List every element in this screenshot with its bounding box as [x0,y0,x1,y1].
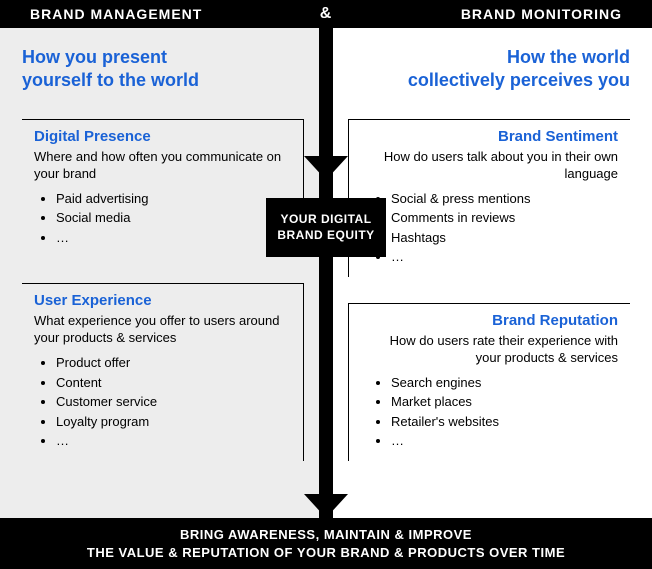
right-headline-l1: How the world [507,47,630,67]
right-headline-l2: collectively perceives you [408,70,630,90]
top-left-label: BRAND MANAGEMENT [30,6,202,22]
list-item: Content [56,373,291,393]
block-title: Brand Sentiment [361,128,618,145]
block-desc: What experience you offer to users aroun… [34,313,291,347]
list-item: Search engines [391,373,618,393]
block-brand-sentiment: Brand Sentiment How do users talk about … [348,119,630,277]
list-item: … [56,431,291,451]
left-column: How you present yourself to the world Di… [0,28,326,518]
block-user-experience: User Experience What experience you offe… [22,283,304,460]
bottom-bar: BRING AWARENESS, MAINTAIN & IMPROVE THE … [0,518,652,569]
list-item: Comments in reviews [391,208,618,228]
top-right-label: BRAND MONITORING [461,6,622,22]
top-bar: BRAND MANAGEMENT & BRAND MONITORING [0,0,652,28]
list-item: Social & press mentions [391,189,618,209]
block-desc: Where and how often you communicate on y… [34,149,291,183]
list-item: Market places [391,392,618,412]
mid-region: How you present yourself to the world Di… [0,28,652,518]
left-headline-l2: yourself to the world [22,70,199,90]
left-headline: How you present yourself to the world [22,46,304,91]
block-title: User Experience [34,292,291,309]
left-headline-l1: How you present [22,47,167,67]
list-item: Social media [56,208,291,228]
center-l1: YOUR DIGITAL [280,212,371,226]
block-title: Brand Reputation [361,312,618,329]
arrowhead-top-icon [304,156,348,180]
ampersand: & [320,5,333,23]
list-item: Retailer's websites [391,412,618,432]
block-list: Product offer Content Customer service L… [34,353,291,451]
right-headline: How the world collectively perceives you [348,46,630,91]
block-list: Social & press mentions Comments in revi… [361,189,618,267]
list-item: Customer service [56,392,291,412]
list-item: … [56,228,291,248]
list-item: Paid advertising [56,189,291,209]
block-brand-reputation: Brand Reputation How do users rate their… [348,303,630,461]
arrowhead-bottom-icon [304,494,348,518]
list-item: … [391,247,618,267]
bottom-l2: THE VALUE & REPUTATION OF YOUR BRAND & P… [87,545,565,560]
center-equity-box: YOUR DIGITAL BRAND EQUITY [266,198,386,257]
list-item: Hashtags [391,228,618,248]
right-column: How the world collectively perceives you… [326,28,652,518]
block-digital-presence: Digital Presence Where and how often you… [22,119,304,257]
list-item: Loyalty program [56,412,291,432]
block-list: Search engines Market places Retailer's … [361,373,618,451]
vertical-arrow-shaft [319,28,333,518]
list-item: … [391,431,618,451]
list-item: Product offer [56,353,291,373]
block-desc: How do users rate their experience with … [361,333,618,367]
center-l2: BRAND EQUITY [277,228,374,242]
block-title: Digital Presence [34,128,291,145]
block-desc: How do users talk about you in their own… [361,149,618,183]
bottom-l1: BRING AWARENESS, MAINTAIN & IMPROVE [180,527,472,542]
block-list: Paid advertising Social media … [34,189,291,248]
